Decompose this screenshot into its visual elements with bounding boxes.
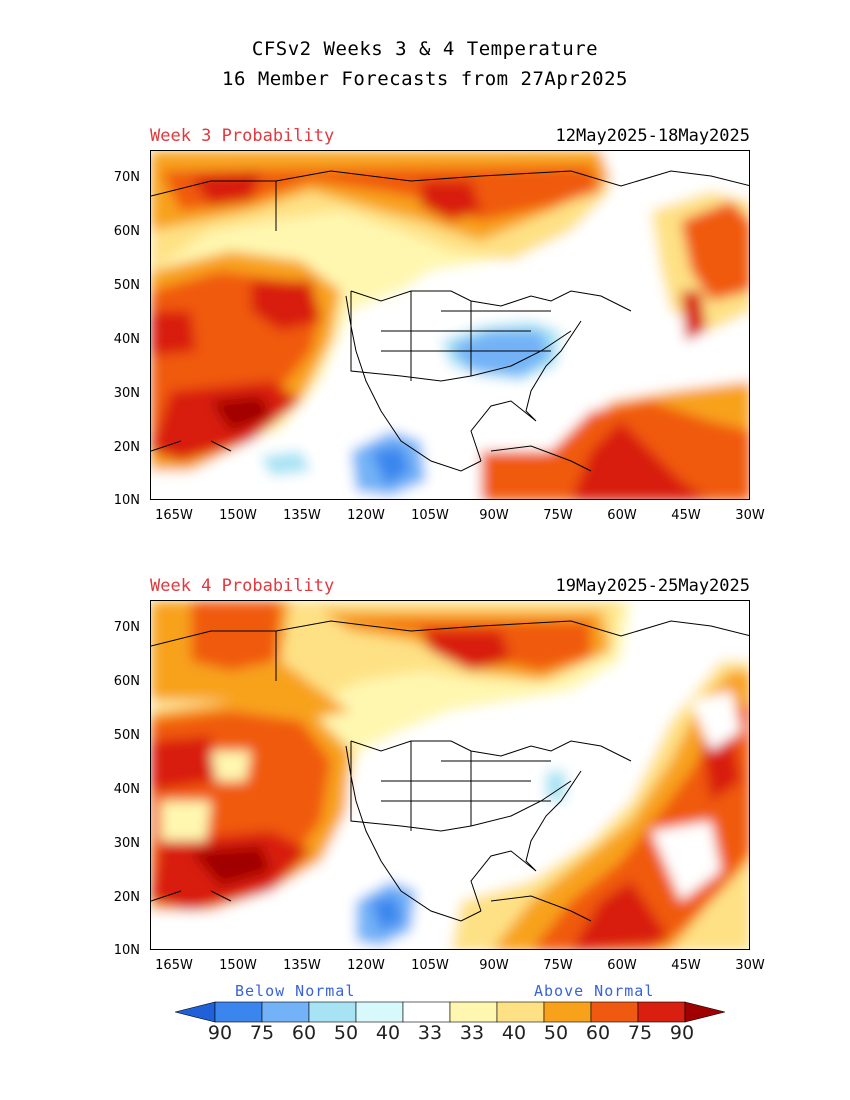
w3-lat-10n: 10N xyxy=(113,493,140,508)
legend-value: 33 xyxy=(417,1022,443,1044)
legend-value: 50 xyxy=(333,1022,359,1044)
w4-lat-10n: 10N xyxy=(113,943,140,958)
legend-swatch xyxy=(496,1001,545,1023)
legend-swatch xyxy=(402,1001,451,1023)
w4-lat-60n: 60N xyxy=(113,674,140,689)
legend-swatch xyxy=(684,1001,725,1023)
w4-lon-30w: 30W xyxy=(735,958,765,973)
week4-date-range: 19May2025-25May2025 xyxy=(555,576,750,596)
w4-lon-120w: 120W xyxy=(347,958,385,973)
w4-lon-105w: 105W xyxy=(411,958,449,973)
legend-value: 75 xyxy=(249,1022,275,1044)
legend-swatch xyxy=(261,1001,310,1023)
week4-coastlines xyxy=(151,620,749,922)
week4-label: Week 4 Probability xyxy=(150,576,335,596)
legend-value: 75 xyxy=(627,1022,653,1044)
w3-lon-90w: 90W xyxy=(479,508,509,523)
legend-value: 33 xyxy=(459,1022,485,1044)
week3-probability-shading xyxy=(151,151,749,499)
w3-lat-60n: 60N xyxy=(113,224,140,239)
week4-map-graphic xyxy=(151,601,749,949)
week3-coastlines xyxy=(151,170,749,472)
legend-colorbar xyxy=(175,1001,725,1023)
map-title-line2: 16 Member Forecasts from 27Apr2025 xyxy=(222,68,628,90)
legend-value: 40 xyxy=(375,1022,401,1044)
w3-lon-75w: 75W xyxy=(543,508,573,523)
w3-lat-40n: 40N xyxy=(113,332,140,347)
week3-map-graphic xyxy=(151,151,749,499)
legend-swatch xyxy=(543,1001,592,1023)
map-title-line1: CFSv2 Weeks 3 & 4 Temperature xyxy=(251,38,599,60)
w4-lon-90w: 90W xyxy=(479,958,509,973)
legend-swatch xyxy=(637,1001,686,1023)
w4-lon-150w: 150W xyxy=(219,958,257,973)
w3-lon-120w: 120W xyxy=(347,508,385,523)
w3-lat-50n: 50N xyxy=(113,278,140,293)
legend-value: 60 xyxy=(585,1022,611,1044)
w4-lat-50n: 50N xyxy=(113,728,140,743)
legend-swatch xyxy=(355,1001,404,1023)
week4-probability-shading xyxy=(151,601,749,949)
legend-swatch xyxy=(590,1001,639,1023)
week3-date-range: 12May2025-18May2025 xyxy=(555,126,750,146)
w4-lat-20n: 20N xyxy=(113,890,140,905)
legend-value: 60 xyxy=(291,1022,317,1044)
week3-map xyxy=(150,150,750,500)
week4-map xyxy=(150,600,750,950)
week3-label: Week 3 Probability xyxy=(150,126,335,146)
legend-swatch xyxy=(175,1001,216,1023)
legend-value: 50 xyxy=(543,1022,569,1044)
w3-lon-30w: 30W xyxy=(735,508,765,523)
legend-swatch xyxy=(308,1001,357,1023)
w4-lat-30n: 30N xyxy=(113,836,140,851)
w4-lon-135w: 135W xyxy=(283,958,321,973)
w4-lon-60w: 60W xyxy=(607,958,637,973)
w4-lon-45w: 45W xyxy=(671,958,701,973)
w3-lat-30n: 30N xyxy=(113,386,140,401)
legend-below-normal: Below Normal xyxy=(235,982,356,1000)
legend-value: 90 xyxy=(669,1022,695,1044)
w4-lon-165w: 165W xyxy=(155,958,193,973)
legend-swatch xyxy=(214,1001,263,1023)
w3-lat-20n: 20N xyxy=(113,440,140,455)
w3-lon-135w: 135W xyxy=(283,508,321,523)
w3-lon-45w: 45W xyxy=(671,508,701,523)
legend-value: 90 xyxy=(207,1022,233,1044)
legend-value: 40 xyxy=(501,1022,527,1044)
w3-lat-70n: 70N xyxy=(113,170,140,185)
w4-lat-40n: 40N xyxy=(113,782,140,797)
w3-lon-150w: 150W xyxy=(219,508,257,523)
w3-lon-60w: 60W xyxy=(607,508,637,523)
legend-swatches xyxy=(175,1001,725,1023)
w3-lon-165w: 165W xyxy=(155,508,193,523)
legend-above-normal: Above Normal xyxy=(534,982,655,1000)
w3-lon-105w: 105W xyxy=(411,508,449,523)
legend-swatch xyxy=(449,1001,498,1023)
w4-lat-70n: 70N xyxy=(113,620,140,635)
w4-lon-75w: 75W xyxy=(543,958,573,973)
